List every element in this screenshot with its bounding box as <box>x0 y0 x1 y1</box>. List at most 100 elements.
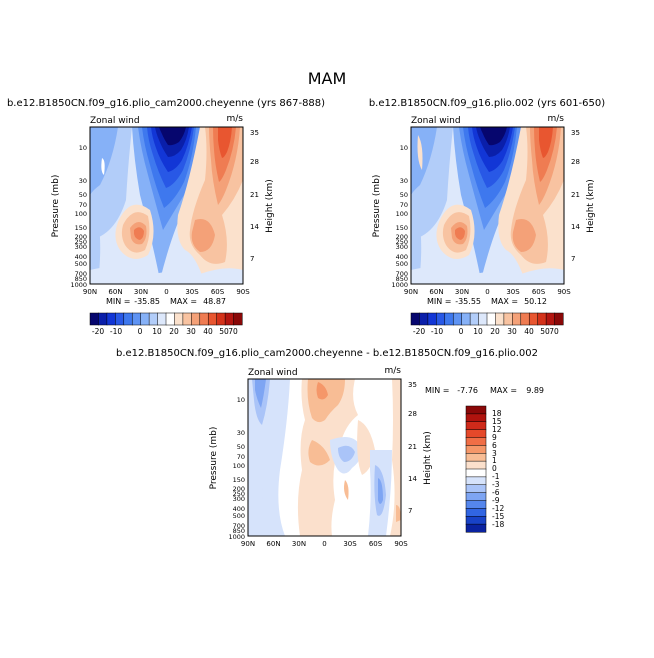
y-tick-label: 10 <box>79 144 87 152</box>
panel-1-plot-frame <box>89 126 244 285</box>
y-tick-label: 700 <box>233 522 245 530</box>
colorbar-swatch <box>545 312 556 326</box>
colorbar-swatch <box>419 312 429 326</box>
panel-diff-x-ticks: 90N 60N 30N 0 30S 60S 90S <box>241 540 408 548</box>
panel-2-colorbar-labels: -20 -10 0 10 20 30 40 50 70 <box>413 327 559 336</box>
panel-diff-min-label: MIN = <box>425 386 450 395</box>
colorbar-label: -1 <box>492 472 500 481</box>
y-tick-label: 1000 <box>70 281 87 289</box>
colorbar-label: -18 <box>492 520 504 529</box>
panel-2-title: b.e12.B1850CN.f09_g16.plio.002 (yrs 601-… <box>369 98 605 109</box>
colorbar-swatch <box>131 312 142 326</box>
panel-1-x-ticks: 90N 60N 30N 0 30S 60S 90S <box>83 288 250 296</box>
y-tick-label-right: 14 <box>250 223 259 231</box>
y-tick-label: 300 <box>396 243 408 251</box>
colorbar-swatch <box>465 421 487 431</box>
y-tick-label-right: 14 <box>571 223 580 231</box>
x-tick-label: 90N <box>404 288 418 296</box>
colorbar-swatch <box>503 312 513 326</box>
panel-1-contour-field <box>90 127 243 284</box>
colorbar-label: 0 <box>492 464 497 473</box>
y-tick-label: 100 <box>396 210 408 218</box>
colorbar-label: 9 <box>492 433 497 442</box>
panel-2-min-value: -35.55 <box>455 297 481 306</box>
colorbar-swatch <box>140 312 150 326</box>
y-tick-label: 100 <box>75 210 87 218</box>
colorbar-swatch <box>157 312 167 326</box>
colorbar-label: -20 <box>413 327 425 336</box>
x-tick-label: 0 <box>485 288 489 296</box>
colorbar-label: 10 <box>152 327 162 336</box>
y-tick-label: 30 <box>237 429 245 437</box>
y-tick-label: 500 <box>75 260 87 268</box>
colorbar-label: 30 <box>507 327 517 336</box>
panel-1-subtitle-left: Zonal wind <box>90 116 140 126</box>
y-tick-label: 70 <box>79 201 87 209</box>
colorbar-swatch <box>233 312 243 326</box>
x-tick-label: 60S <box>211 288 225 296</box>
colorbar-label: -10 <box>431 327 443 336</box>
colorbar-swatch <box>465 460 487 470</box>
panel-2-colorbar <box>410 312 564 326</box>
y-tick-label: 200 <box>75 233 87 241</box>
x-tick-label: 90S <box>557 288 571 296</box>
y-tick-label: 400 <box>75 253 87 261</box>
panel-diff-contour-field <box>248 379 401 536</box>
x-tick-label: 0 <box>322 540 326 548</box>
colorbar-label: -9 <box>492 496 500 505</box>
colorbar-label: 70 <box>228 327 238 336</box>
colorbar-label: 0 <box>138 327 143 336</box>
colorbar-label: 20 <box>490 327 500 336</box>
colorbar-swatch <box>495 312 505 326</box>
panel-2-max-label: MAX = <box>491 297 518 306</box>
colorbar-swatch <box>465 492 487 502</box>
main-title: MAM <box>308 69 347 88</box>
x-tick-label: 30S <box>185 288 199 296</box>
colorbar-label: 70 <box>549 327 559 336</box>
y-tick-label-right: 28 <box>571 158 580 166</box>
x-tick-label: 90S <box>236 288 250 296</box>
y-tick-label-right: 35 <box>250 129 259 137</box>
panel-2-y-ticks: 10 30 50 70 100 150 200 250 300 400 500 … <box>391 144 408 289</box>
colorbar-swatch <box>452 312 463 326</box>
panel-diff-title: b.e12.B1850CN.f09_g16.plio_cam2000.cheye… <box>116 348 538 359</box>
y-tick-label-right: 28 <box>250 158 259 166</box>
colorbar-label: 18 <box>492 409 502 418</box>
y-tick-label: 150 <box>233 476 245 484</box>
y-tick-label: 10 <box>237 396 245 404</box>
y-tick-label: 400 <box>396 253 408 261</box>
y-tick-label-right: 28 <box>408 410 417 418</box>
panel-2: b.e12.B1850CN.f09_g16.plio.002 (yrs 601-… <box>369 98 605 336</box>
y-tick-label: 100 <box>233 462 245 470</box>
x-tick-label: 30S <box>343 540 357 548</box>
colorbar-swatch <box>520 312 530 326</box>
colorbar-swatch <box>537 312 547 326</box>
y-tick-label: 30 <box>400 177 408 185</box>
y-tick-label: 250 <box>75 238 87 246</box>
colorbar-swatch <box>465 453 487 462</box>
x-tick-label: 30S <box>506 288 520 296</box>
x-tick-label: 0 <box>164 288 168 296</box>
y-tick-label: 50 <box>237 443 245 451</box>
panel-diff-ylabel: Pressure (mb) <box>209 427 219 490</box>
x-tick-label: 60S <box>369 540 383 548</box>
y-tick-label: 30 <box>79 177 87 185</box>
y-tick-label: 1000 <box>391 281 408 289</box>
colorbar-label: 30 <box>186 327 196 336</box>
colorbar-swatch <box>465 508 487 517</box>
x-tick-label: 90N <box>241 540 255 548</box>
panel-1-y-ticks: 10 30 50 70 100 150 200 250 300 400 500 … <box>70 144 87 289</box>
colorbar-swatch <box>224 312 235 326</box>
panel-diff-y-ticks: 10 30 50 70 100 150 200 250 300 400 500 … <box>228 396 245 541</box>
panel-2-min-label: MIN = <box>427 297 452 306</box>
panel-2-max-value: 50.12 <box>524 297 547 306</box>
panel-1-min-label: MIN = <box>106 297 131 306</box>
colorbar-swatch <box>465 468 487 478</box>
colorbar-label: 1 <box>492 456 497 465</box>
colorbar-label: -6 <box>492 488 500 497</box>
y-tick-label: 850 <box>233 527 245 535</box>
panel-1-max-label: MAX = <box>170 297 197 306</box>
colorbar-swatch <box>191 312 201 326</box>
colorbar-label: -3 <box>492 480 500 489</box>
